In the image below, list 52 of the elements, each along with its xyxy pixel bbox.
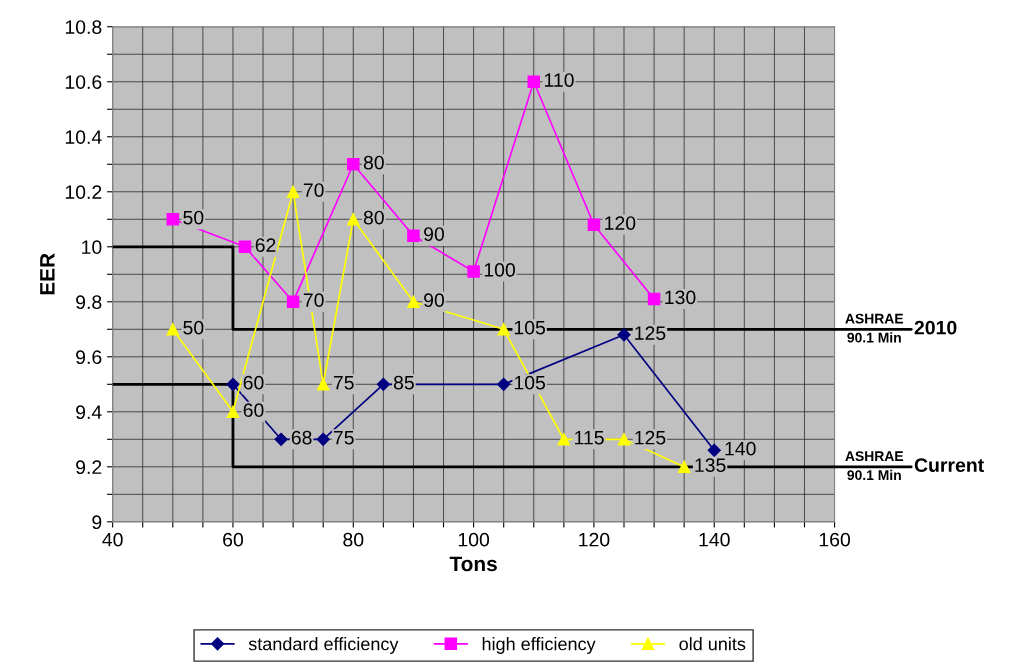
y-tick-label: 10 xyxy=(82,240,102,255)
annotation: 80 xyxy=(363,155,384,170)
annotation: 90 xyxy=(424,227,445,241)
annotation: ASHRAE 90.1 Min xyxy=(845,451,904,481)
annotation: 100 xyxy=(484,262,515,277)
annotation: 140 xyxy=(725,441,756,456)
y-tick-label: 10.6 xyxy=(65,75,102,89)
annotation: 85 xyxy=(393,375,414,390)
annotation: 125 xyxy=(635,430,666,445)
y-tick-label: 9.2 xyxy=(76,460,102,475)
y-tick-label: 9.6 xyxy=(76,350,102,365)
x-tick-label: 140 xyxy=(699,532,730,547)
x-tick-label: 60 xyxy=(223,532,244,547)
annotation: 68 xyxy=(291,430,312,445)
annotation: 105 xyxy=(514,375,546,390)
y-tick-label: 9.8 xyxy=(76,295,102,310)
annotation: 90 xyxy=(424,293,445,308)
annotation: 60 xyxy=(243,375,264,390)
x-tick-label: 100 xyxy=(458,532,490,547)
annotation: ASHRAE 90.1 Min xyxy=(845,313,904,343)
legend-label: Current xyxy=(914,458,984,473)
annotation: 110 xyxy=(544,73,574,87)
legend-label: old units xyxy=(679,637,746,651)
annotation: 105 xyxy=(514,320,546,335)
annotation: 135 xyxy=(695,458,726,473)
annotation: 62 xyxy=(255,238,276,253)
y-tick-label: 9 xyxy=(92,515,102,530)
annotation: 130 xyxy=(665,290,696,305)
annotation: 115 xyxy=(575,430,604,445)
annotation: 70 xyxy=(303,183,324,197)
legend-label: standard efficiency xyxy=(248,637,399,654)
x-tick-label: 120 xyxy=(579,532,610,547)
annotation: 125 xyxy=(635,326,666,341)
x-axis-title: Tons xyxy=(449,556,497,572)
x-tick-label: 80 xyxy=(343,532,364,547)
y-axis-title: EER xyxy=(40,253,55,295)
annotation: 60 xyxy=(243,403,264,418)
legend-label: 2010 xyxy=(914,320,957,335)
annotation: 50 xyxy=(183,210,204,225)
y-tick-label: 10.2 xyxy=(65,185,102,200)
y-tick-label: 10.4 xyxy=(65,130,102,145)
annotation: 50 xyxy=(183,320,204,335)
annotation: 120 xyxy=(605,216,636,230)
y-tick-label: 9.4 xyxy=(76,405,102,420)
annotation: 80 xyxy=(363,210,384,225)
x-tick-label: 40 xyxy=(102,532,123,547)
annotation: 75 xyxy=(333,375,354,390)
annotation: 70 xyxy=(303,293,324,308)
legend-label: high efficiency xyxy=(482,637,596,654)
x-tick-label: 160 xyxy=(819,532,851,547)
annotation: 75 xyxy=(333,430,354,445)
y-tick-label: 10.8 xyxy=(65,20,102,34)
